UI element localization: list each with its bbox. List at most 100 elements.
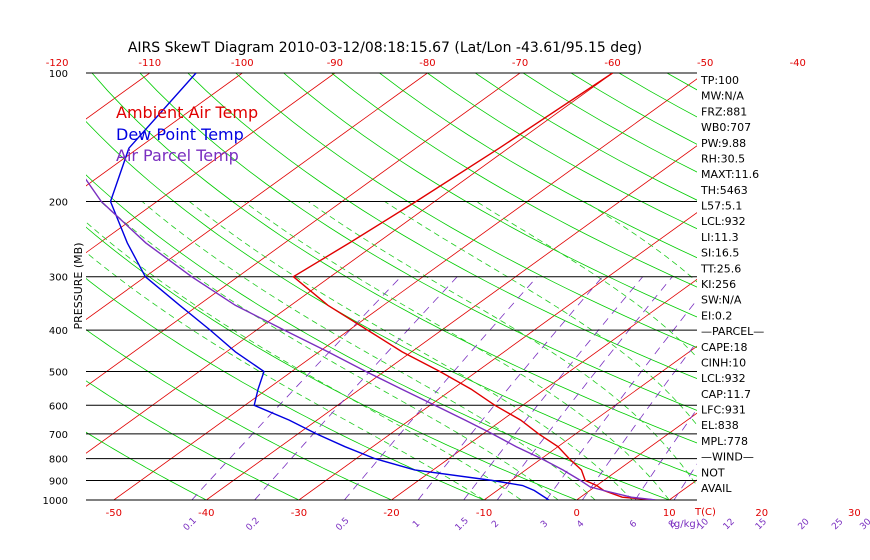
pressure-tick-label: 500 bbox=[49, 367, 68, 378]
mixing-ratio-tick-label: 1 bbox=[411, 519, 422, 530]
index-label: CAPE:18 bbox=[701, 341, 748, 354]
dry-adiabat-line bbox=[666, 73, 697, 91]
dry-adiabat-line bbox=[86, 121, 697, 477]
index-label: FRZ:881 bbox=[701, 105, 747, 118]
index-label: WB0:707 bbox=[701, 121, 751, 134]
mixing-ratio-line bbox=[839, 277, 870, 500]
bottom-temp-tick-label: -30 bbox=[291, 508, 307, 519]
mixing-ratio-tick-label: 25 bbox=[830, 517, 845, 532]
mixing-ratio-tick-label: 4 bbox=[575, 519, 586, 530]
index-label: TT:25.6 bbox=[700, 262, 741, 275]
moist-adiabat-line bbox=[100, 201, 559, 500]
isotherm-line bbox=[483, 345, 697, 500]
pressure-tick-label: 400 bbox=[49, 326, 68, 337]
index-label: EI:0.2 bbox=[701, 309, 732, 322]
pressure-tick-label: 800 bbox=[49, 455, 68, 466]
mixing-ratio-tick-label: 0.1 bbox=[182, 516, 199, 533]
isotherm-line bbox=[86, 73, 521, 387]
moist-adiabat-line bbox=[86, 251, 485, 500]
mixing-ratio-line bbox=[806, 277, 870, 500]
bottom-temp-tick-label: -10 bbox=[476, 508, 492, 519]
pressure-tick-label: 300 bbox=[49, 273, 68, 284]
index-label: LI:11.3 bbox=[701, 231, 739, 244]
bottom-temp-tick-label: -50 bbox=[106, 508, 122, 519]
mixing-ratio-line bbox=[496, 276, 673, 500]
dry-adiabat-line bbox=[86, 431, 207, 500]
index-label: RH:30.5 bbox=[701, 152, 745, 165]
dry-adiabat-line bbox=[86, 174, 670, 500]
top-temp-tick-label: -70 bbox=[512, 58, 528, 69]
chart-title: AIRS SkewT Diagram 2010-03-12/08:18:15.6… bbox=[128, 40, 642, 56]
profile-air-parcel-temp bbox=[86, 178, 656, 500]
index-label: MW:N/A bbox=[701, 90, 744, 103]
index-label: —WIND— bbox=[701, 451, 754, 464]
index-label: NOT bbox=[701, 466, 725, 479]
isotherm-line bbox=[86, 73, 243, 187]
isotherm-line bbox=[576, 412, 697, 500]
dry-adiabat-line bbox=[379, 73, 697, 259]
index-label: SI:16.5 bbox=[701, 247, 739, 260]
mixing-ratio-line bbox=[191, 276, 402, 500]
isotherm-line bbox=[86, 73, 428, 321]
index-label: MAXT:11.6 bbox=[701, 168, 759, 181]
index-label: L57:5.1 bbox=[701, 200, 742, 213]
index-label: LFC:931 bbox=[701, 404, 746, 417]
mixing-ratio-tick-label: 8 bbox=[667, 519, 678, 530]
legend-dew-point-temp: Dew Point Temp bbox=[116, 125, 244, 144]
index-label: CINH:10 bbox=[701, 356, 746, 369]
dry-adiabat-line bbox=[427, 73, 697, 230]
temperature-unit-label: T(C) bbox=[694, 507, 716, 518]
dry-adiabat-line bbox=[86, 329, 392, 500]
top-temp-tick-label: -40 bbox=[790, 58, 806, 69]
bottom-temp-tick-label: 0 bbox=[573, 508, 579, 519]
isotherm-line bbox=[391, 278, 697, 500]
moist-adiabat-line bbox=[476, 201, 697, 358]
moist-adiabat-line bbox=[243, 201, 670, 500]
isotherm-line bbox=[113, 78, 697, 500]
dry-adiabat-line bbox=[811, 73, 870, 500]
index-label: AVAIL bbox=[701, 482, 732, 495]
legend: Ambient Air Temp Dew Point Temp Air Parc… bbox=[116, 103, 258, 165]
mixing-ratio-line bbox=[254, 276, 458, 500]
dry-adiabat-line bbox=[91, 73, 697, 444]
pressure-tick-label: 1000 bbox=[43, 496, 68, 507]
index-label: PW:9.88 bbox=[701, 137, 746, 150]
mixing-ratio-tick-label: 1.5 bbox=[454, 516, 471, 533]
moist-adiabat-line bbox=[816, 202, 870, 501]
isotherm-line bbox=[668, 479, 697, 500]
bottom-temp-tick-label: 20 bbox=[755, 508, 768, 519]
profile-ambient-air-temp bbox=[292, 73, 656, 500]
pressure-tick-label: 900 bbox=[49, 476, 68, 487]
pressure-tick-label: 600 bbox=[49, 401, 68, 412]
mixing-ratio-tick-label: 30 bbox=[858, 517, 870, 532]
index-label: MPL:778 bbox=[701, 435, 748, 448]
isotherm-line bbox=[86, 73, 613, 454]
y-axis-label: PRESSURE (MB) bbox=[72, 243, 85, 330]
index-label: TP:100 bbox=[700, 74, 739, 87]
top-temp-tick-label: -50 bbox=[697, 58, 713, 69]
isotherm-line bbox=[762, 73, 870, 500]
legend-air-parcel-temp: Air Parcel Temp bbox=[116, 146, 239, 165]
mixing-ratio-line bbox=[731, 277, 870, 500]
top-temp-tick-label: -80 bbox=[419, 58, 435, 69]
top-temp-tick-label: -60 bbox=[604, 58, 620, 69]
mixing-ratio-tick-label: 20 bbox=[797, 517, 812, 532]
mixing-ratio-line bbox=[463, 276, 644, 500]
index-label: TH:5463 bbox=[700, 184, 748, 197]
moist-adiabat-line bbox=[86, 221, 522, 500]
index-label: —PARCEL— bbox=[701, 325, 764, 338]
mixing-ratio-tick-label: 2 bbox=[490, 519, 501, 530]
bottom-temp-tick-label: -20 bbox=[383, 508, 399, 519]
mixing-ratio-tick-label: 3 bbox=[539, 519, 550, 530]
dry-adiabat-line bbox=[139, 73, 697, 411]
moist-adiabat-line bbox=[384, 201, 697, 426]
dry-adiabat-line bbox=[331, 73, 697, 288]
index-label: EL:838 bbox=[701, 419, 739, 432]
isotherm-line bbox=[298, 212, 697, 500]
dry-adiabat-line bbox=[235, 73, 697, 349]
pressure-tick-label: 200 bbox=[49, 198, 68, 209]
dry-adiabat-line bbox=[763, 73, 870, 500]
dry-adiabat-line bbox=[86, 380, 300, 500]
index-label: LCL:932 bbox=[701, 372, 746, 385]
